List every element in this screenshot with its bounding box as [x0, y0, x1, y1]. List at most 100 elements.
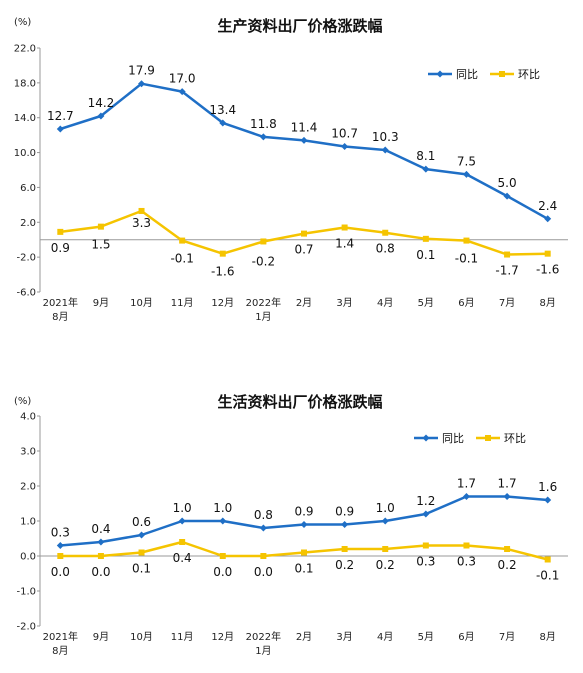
- y-tick-label: -2.0: [16, 253, 36, 264]
- x-tick-label: 10月: [130, 297, 153, 309]
- data-label-mom: 1.5: [91, 238, 110, 252]
- legend-label: 环比: [504, 432, 526, 445]
- data-label-mom: 0.8: [376, 242, 395, 256]
- data-label-mom: 0.0: [213, 565, 232, 579]
- x-tick-label: 8月: [52, 645, 68, 657]
- data-point-yoy: [56, 542, 64, 549]
- data-label-yoy: 13.4: [209, 103, 236, 117]
- data-point-yoy: [381, 146, 389, 154]
- x-tick-label: 6月: [458, 297, 474, 309]
- chart-svg-producer-goods: 生产资料出厂价格涨跌幅 (%) 22.0 18.0 14.0 10.0 6.0 2.0 -2.0…: [14, 17, 568, 323]
- data-label-mom: 0.2: [498, 558, 517, 572]
- data-label-mom: -0.1: [455, 252, 478, 266]
- data-point-mom: [97, 553, 104, 559]
- data-label-mom: 0.0: [51, 565, 70, 579]
- data-point-yoy: [219, 517, 227, 525]
- data-label-yoy: 12.7: [47, 109, 74, 123]
- data-point-yoy: [341, 142, 349, 150]
- data-label-yoy: 10.3: [372, 130, 399, 144]
- data-label-yoy: 11.8: [250, 117, 277, 131]
- data-label-mom: 0.1: [416, 248, 435, 262]
- data-point-yoy: [503, 493, 511, 500]
- y-tick-label: 4.0: [20, 412, 36, 423]
- data-point-mom: [341, 546, 348, 552]
- data-label-mom: 0.1: [294, 562, 313, 576]
- x-tick-label: 9月: [93, 631, 109, 643]
- data-label-yoy: 7.5: [457, 154, 476, 168]
- data-label-yoy: 11.4: [291, 120, 318, 134]
- data-point-yoy: [341, 521, 349, 528]
- data-point-yoy: [259, 524, 267, 532]
- x-tick-label: 2021年: [43, 296, 78, 309]
- y-tick-label: -1.0: [16, 587, 36, 598]
- data-point-yoy: [138, 80, 146, 88]
- x-tick-label: 6月: [458, 631, 474, 643]
- data-label-mom: -1.6: [536, 263, 559, 277]
- chart-svg-consumer-goods: 生活资料出厂价格涨跌幅 (%) 4.0 3.0 2.0 1.0 0.0 -1.0 -2.0 202…: [14, 393, 568, 657]
- data-point-yoy: [381, 517, 389, 525]
- data-point-yoy: [219, 119, 227, 127]
- x-tick-label: 12月: [211, 631, 234, 643]
- x-tick-label: 2022年: [246, 296, 281, 309]
- data-point-mom: [301, 549, 307, 556]
- x-tick-label: 11月: [171, 631, 194, 643]
- x-tick-label: 2021年: [43, 630, 78, 643]
- legend-marker-yoy: [436, 70, 444, 78]
- y-tick-label: 10.0: [14, 148, 36, 159]
- data-label-mom: -0.2: [252, 254, 275, 268]
- data-point-mom: [544, 250, 551, 257]
- data-point-mom: [260, 238, 267, 245]
- data-label-yoy: 10.7: [331, 126, 358, 140]
- data-label-yoy: 0.3: [51, 526, 70, 540]
- x-tick-label: 3月: [336, 631, 352, 643]
- data-label-mom: 0.4: [173, 551, 192, 565]
- x-tick-label: 7月: [499, 297, 515, 309]
- data-point-yoy: [97, 112, 105, 120]
- data-point-mom: [219, 250, 226, 257]
- y-tick-label: 0.0: [20, 552, 36, 563]
- legend-marker-yoy: [422, 434, 430, 442]
- y-tick-label: 22.0: [14, 44, 36, 55]
- data-point-mom: [544, 556, 551, 563]
- data-point-mom: [382, 546, 389, 552]
- data-point-mom: [504, 546, 511, 552]
- y-axis-unit: (%): [14, 396, 31, 407]
- data-point-mom: [504, 251, 511, 258]
- y-tick-label: 2.0: [20, 482, 36, 493]
- x-tick-label: 3月: [336, 297, 352, 309]
- y-tick-label: 2.0: [20, 218, 36, 229]
- data-label-yoy: 1.7: [498, 477, 517, 491]
- data-point-yoy: [544, 496, 552, 504]
- data-label-yoy: 1.6: [538, 480, 557, 494]
- data-point-yoy: [259, 133, 267, 141]
- data-point-yoy: [300, 521, 308, 528]
- data-label-mom: 0.2: [335, 558, 354, 572]
- x-tick-label: 2月: [296, 631, 312, 643]
- y-tick-label: -2.0: [16, 622, 36, 633]
- x-tick-label: 11月: [171, 297, 194, 309]
- data-label-mom: 1.4: [335, 237, 354, 251]
- data-point-yoy: [300, 136, 308, 144]
- data-point-mom: [463, 542, 470, 549]
- series-line-yoy: [59, 82, 549, 220]
- x-tick-label: 1月: [255, 645, 271, 657]
- data-point-yoy: [178, 88, 186, 96]
- legend-label: 环比: [518, 68, 540, 81]
- data-point-mom: [219, 553, 226, 559]
- data-label-yoy: 0.4: [91, 522, 110, 536]
- chart-producer-goods: 生产资料出厂价格涨跌幅 (%) 22.0 18.0 14.0 10.0 6.0 2.0 -2.0…: [0, 0, 583, 336]
- data-point-yoy: [422, 165, 430, 173]
- x-tick-label: 10月: [130, 631, 153, 643]
- x-tick-label: 1月: [255, 311, 271, 323]
- x-tick-label: 5月: [418, 297, 434, 309]
- data-point-yoy: [462, 170, 470, 178]
- data-label-mom: -0.1: [536, 569, 559, 583]
- data-point-mom: [463, 237, 470, 244]
- y-tick-label: 6.0: [20, 183, 36, 194]
- x-tick-label: 9月: [93, 297, 109, 309]
- y-tick-label: 1.0: [20, 517, 36, 528]
- data-label-mom: -1.6: [211, 265, 234, 279]
- data-point-mom: [138, 549, 145, 556]
- x-tick-label: 12月: [211, 297, 234, 309]
- x-tick-label: 4月: [377, 297, 393, 309]
